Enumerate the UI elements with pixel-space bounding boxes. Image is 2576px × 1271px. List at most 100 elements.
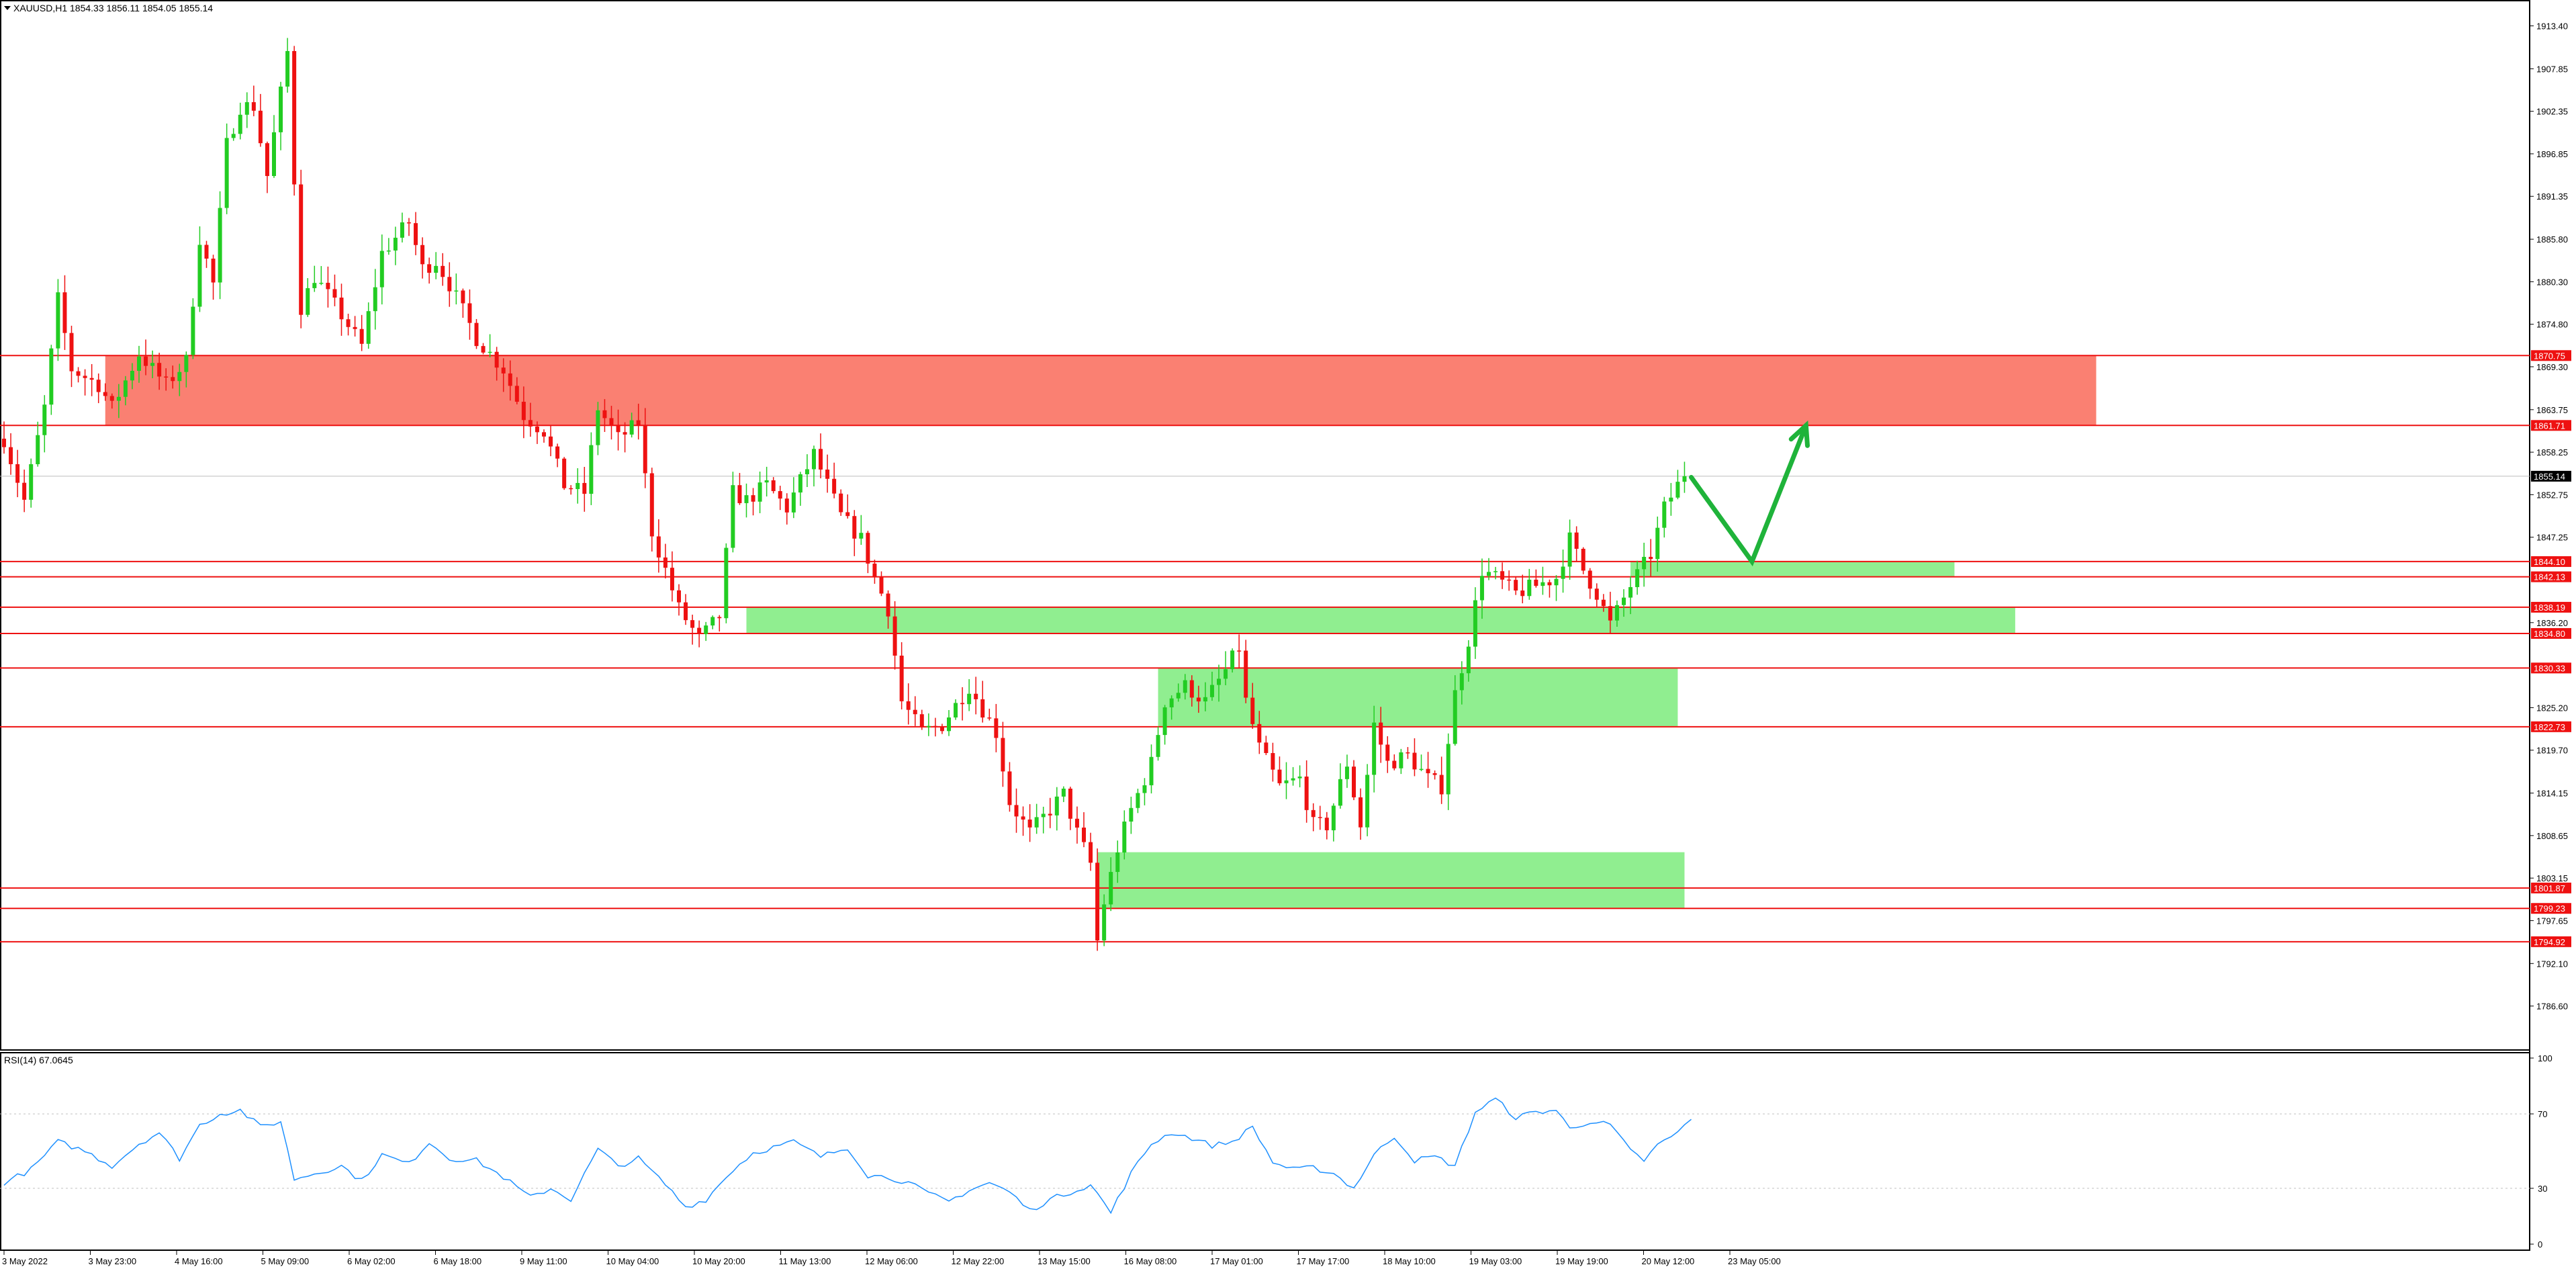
candle-body xyxy=(1554,578,1559,586)
time-tick-label: 4 May 16:00 xyxy=(175,1256,223,1266)
level-price-label: 1834.80 xyxy=(2534,629,2565,639)
candle-body xyxy=(845,512,850,517)
candle-body xyxy=(1277,769,1282,783)
candle-body xyxy=(717,617,722,619)
candle-body xyxy=(967,693,972,705)
candle-body xyxy=(1001,738,1005,772)
support-zone-1 xyxy=(1630,561,1955,577)
candle-body xyxy=(1224,669,1228,679)
candle-body xyxy=(542,432,546,437)
candle-body xyxy=(265,143,269,177)
candle-body xyxy=(1527,579,1532,597)
candle-body xyxy=(1331,805,1336,830)
time-tick-label: 6 May 18:00 xyxy=(434,1256,482,1266)
price-tick-label: 1863.75 xyxy=(2536,405,2568,415)
time-tick-label: 16 May 08:00 xyxy=(1124,1256,1177,1266)
candle-body xyxy=(555,446,560,459)
price-tick-label: 1913.40 xyxy=(2536,21,2568,32)
time-tick-label: 10 May 20:00 xyxy=(692,1256,745,1266)
candle-body xyxy=(1169,698,1174,707)
level-price-label: 1830.33 xyxy=(2534,663,2565,673)
candle-body xyxy=(697,627,702,634)
candle-body xyxy=(1014,805,1019,817)
time-tick-label: 5 May 09:00 xyxy=(261,1256,310,1266)
candle-body xyxy=(1547,582,1552,586)
candle-body xyxy=(1048,814,1052,816)
candle-body xyxy=(434,265,439,273)
level-price-label: 1842.13 xyxy=(2534,572,2565,582)
candle-body xyxy=(224,138,229,208)
candle-body xyxy=(1426,769,1430,774)
candle-body xyxy=(1021,816,1025,820)
candle-body xyxy=(339,297,344,320)
candle-body xyxy=(1385,744,1390,761)
symbol-header: XAUUSD,H1 1854.33 1856.11 1854.05 1855.1… xyxy=(13,3,213,13)
candle-body xyxy=(231,134,236,138)
arrow-head xyxy=(1788,420,1810,448)
rsi-tick-label: 0 xyxy=(2538,1239,2542,1250)
candle-body xyxy=(1352,766,1356,797)
candle-body xyxy=(184,355,189,372)
level-price-label: 1838.19 xyxy=(2534,603,2565,613)
candle-body xyxy=(150,363,155,366)
candle-body xyxy=(69,333,74,371)
level-price-tag xyxy=(2531,571,2571,582)
candle-body xyxy=(1115,852,1120,872)
price-tick-label: 1819.70 xyxy=(2536,746,2568,756)
candle-body xyxy=(859,533,864,539)
candle-body xyxy=(994,718,999,738)
level-price-label: 1801.87 xyxy=(2534,883,2565,893)
candle-body xyxy=(447,277,452,292)
level-price-label: 1861.71 xyxy=(2534,421,2565,431)
candle-body xyxy=(521,402,526,421)
support-zone-2 xyxy=(746,607,2015,633)
candle-body xyxy=(1493,571,1498,572)
symbol-dropdown-icon[interactable] xyxy=(4,6,11,10)
candle-body xyxy=(379,251,384,288)
candle-body xyxy=(1581,548,1585,571)
candle-body xyxy=(1257,724,1262,743)
candle-body xyxy=(1102,904,1107,940)
candle-body xyxy=(939,726,944,732)
time-tick-label: 11 May 13:00 xyxy=(779,1256,831,1266)
candle-body xyxy=(1074,818,1079,828)
candle-body xyxy=(332,289,337,298)
candle-body xyxy=(306,288,310,315)
candle-body xyxy=(839,493,843,513)
candle-body xyxy=(879,576,884,594)
candle-body xyxy=(474,322,479,347)
candle-body xyxy=(1655,527,1660,560)
candle-body xyxy=(1520,590,1525,597)
candle-body xyxy=(1271,753,1275,770)
candle-body xyxy=(36,435,40,464)
time-tick-label: 19 May 03:00 xyxy=(1469,1256,1522,1266)
level-price-tag xyxy=(2531,350,2571,361)
candle-body xyxy=(2,438,6,447)
level-price-tag xyxy=(2531,936,2571,947)
levels-layer xyxy=(0,355,2530,943)
candle-body xyxy=(872,563,877,577)
candle-body xyxy=(83,376,87,378)
time-axis[interactable]: 3 May 2022 3 May 23:00 4 May 16:00 5 May 09… xyxy=(2,1251,1781,1266)
candle-body xyxy=(1372,722,1377,775)
candle-body xyxy=(1068,788,1072,819)
candle-body xyxy=(1338,779,1342,806)
candle-body xyxy=(778,491,782,499)
candle-body xyxy=(636,420,641,426)
candle-body xyxy=(1392,760,1397,769)
candle-body xyxy=(1432,773,1437,775)
candle-body xyxy=(812,449,816,470)
candle-body xyxy=(204,245,209,259)
candle-body xyxy=(886,593,890,617)
candle-body xyxy=(549,436,553,447)
candle-body xyxy=(461,290,465,304)
price-axis[interactable]: 1913.40 1907.85 1902.35 1896.85 1891.35 1885.… xyxy=(2530,21,2571,1250)
arrow-path xyxy=(1689,423,1808,567)
candle-body xyxy=(1089,842,1093,863)
candle-body xyxy=(1649,556,1653,560)
rsi-tick-label: 70 xyxy=(2538,1109,2547,1119)
price-tick-label: 1808.65 xyxy=(2536,831,2568,841)
candle-body xyxy=(1324,818,1329,830)
zones-layer xyxy=(105,355,2097,909)
